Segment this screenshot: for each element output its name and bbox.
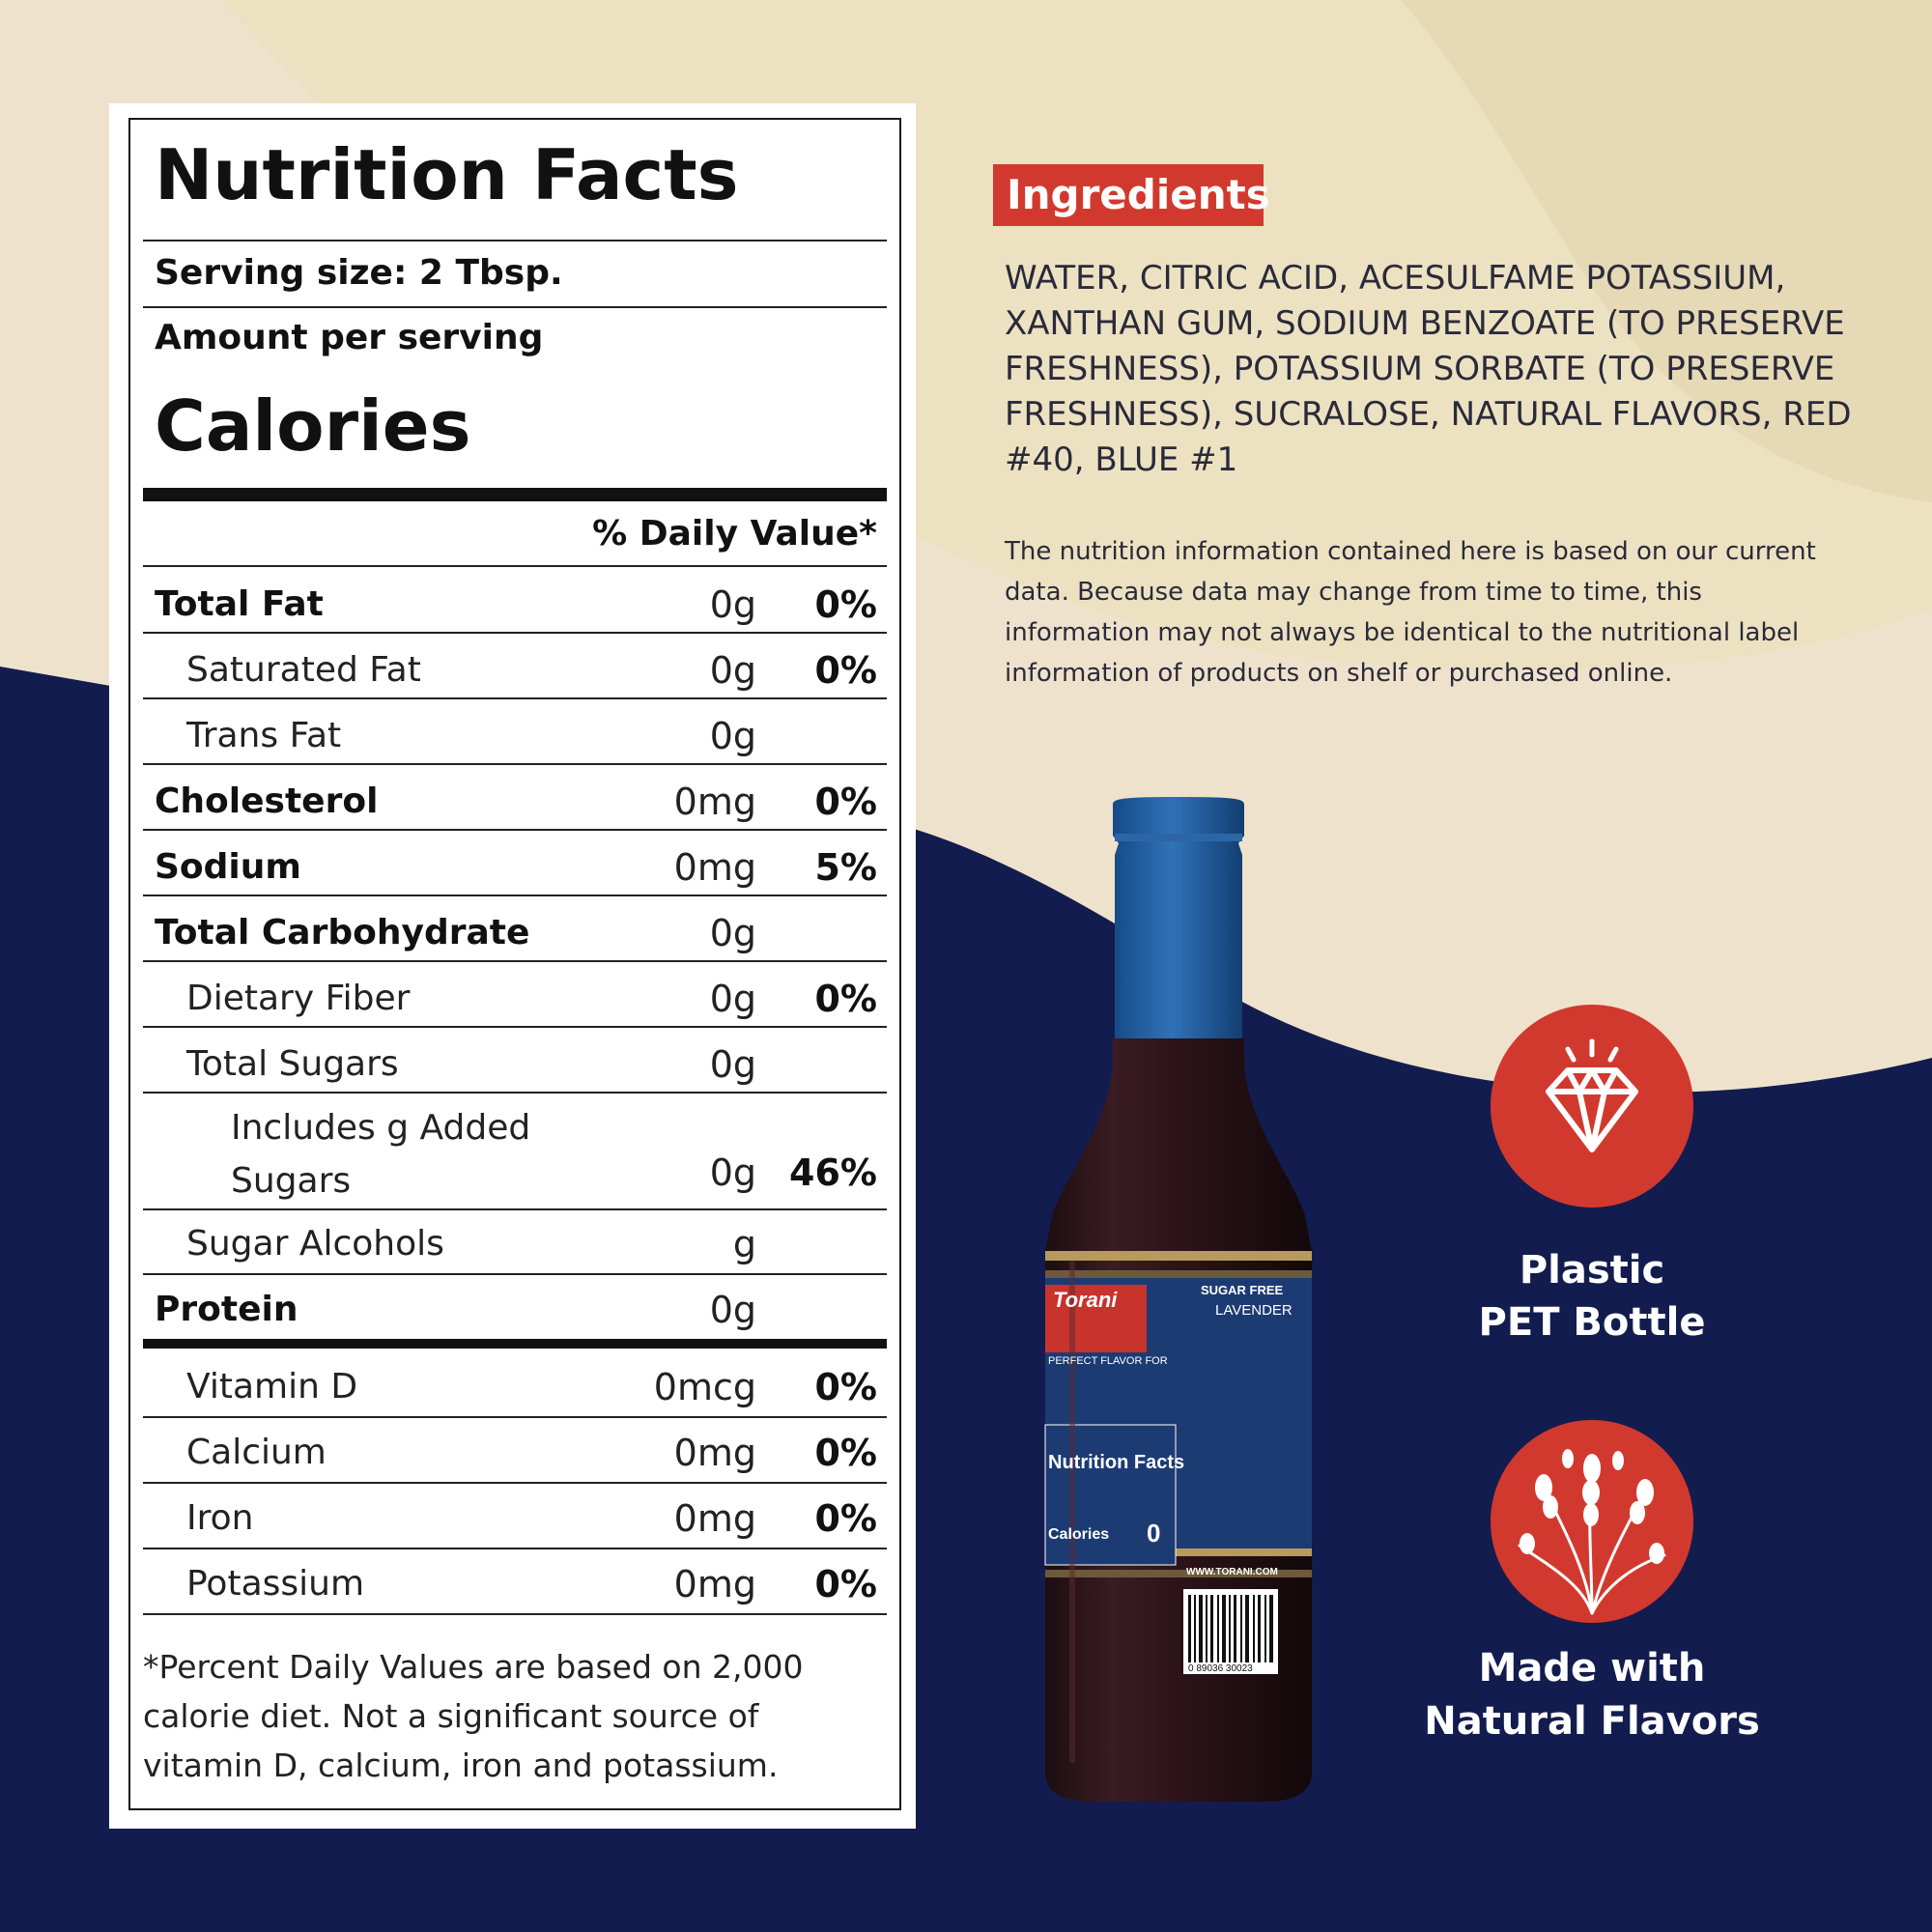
nutrient-amount: 0mg xyxy=(673,1432,756,1474)
nutrient-percent: 0% xyxy=(814,1563,877,1605)
nutrient-label: Vitamin D xyxy=(186,1367,358,1406)
nutrient-amount: g xyxy=(732,1223,756,1265)
nutrient-amount: 0g xyxy=(709,912,756,954)
nutrient-percent: 0% xyxy=(814,1432,877,1474)
feature-label-line1: Plastic xyxy=(1519,1248,1665,1293)
divider xyxy=(143,1613,887,1615)
nutrient-amount: 0mg xyxy=(673,1563,756,1605)
divider xyxy=(143,1026,887,1028)
nutrient-amount: 0mg xyxy=(673,781,756,823)
nutrient-percent: 0% xyxy=(814,781,877,823)
nutrient-percent: 0% xyxy=(814,649,877,692)
barcode-lines xyxy=(1183,1589,1278,1674)
nutrient-amount: 0g xyxy=(709,1043,756,1086)
nutrient-label: Total Sugars xyxy=(186,1044,399,1084)
nutrient-label: Total Fat xyxy=(155,584,324,624)
nutrient-label: Total Carbohydrate xyxy=(155,913,530,952)
divider xyxy=(143,1482,887,1484)
nutrition-disclaimer: The nutrition information contained here… xyxy=(1005,537,1816,688)
nutrient-percent: 0% xyxy=(814,1497,877,1540)
bottle-sugar-free: SUGAR FREE xyxy=(1201,1283,1284,1297)
nutrient-percent: 0% xyxy=(814,1366,877,1408)
nutrient-label: Dietary Fiber xyxy=(186,979,411,1018)
divider xyxy=(143,1092,887,1094)
nutrient-amount: 0g xyxy=(709,583,756,626)
nutrient-amount: 0g xyxy=(709,1151,756,1194)
nutrient-percent: 0% xyxy=(814,583,877,626)
divider xyxy=(143,763,887,765)
divider xyxy=(143,960,887,962)
divider xyxy=(143,1273,887,1275)
divider xyxy=(143,240,887,242)
nutrient-label: Calcium xyxy=(186,1433,327,1472)
divider xyxy=(143,306,887,308)
nutrient-percent: 46% xyxy=(789,1151,877,1194)
nutrient-label: Sodium xyxy=(155,847,301,887)
bottle-cap xyxy=(1113,797,1244,1038)
nutrient-label: Sugar Alcohols xyxy=(186,1224,444,1264)
syrup-bottle xyxy=(1044,797,1312,1802)
bottle-label-calories: Calories xyxy=(1048,1526,1110,1543)
nutrient-label: Protein xyxy=(155,1290,298,1329)
amount-per-serving: Amount per serving xyxy=(155,318,544,357)
calories-label: Calories xyxy=(155,385,471,467)
nutrient-label: Includes g Added Sugars xyxy=(231,1108,531,1201)
feature-label-line2: Natural Flavors xyxy=(1424,1699,1760,1744)
bottle-label-nutrition-title: Nutrition Facts xyxy=(1048,1452,1185,1473)
nutrient-amount: 0g xyxy=(709,649,756,692)
divider xyxy=(143,1208,887,1210)
divider xyxy=(143,697,887,699)
bottle-label-calories-value: 0 xyxy=(1147,1519,1161,1548)
nutrient-label: Cholesterol xyxy=(155,781,379,821)
ingredients-heading: Ingredients xyxy=(1007,171,1270,218)
feature-label-line2: PET Bottle xyxy=(1478,1300,1706,1345)
divider xyxy=(143,1548,887,1549)
nutrient-amount: 0g xyxy=(709,715,756,757)
nutrient-label: Saturated Fat xyxy=(186,650,421,690)
ingredients-list: WATER, CITRIC ACID, ACESULFAME POTASSIUM… xyxy=(1005,259,1852,479)
bottle-brand: Torani xyxy=(1053,1288,1118,1312)
serving-size: Serving size: 2 Tbsp. xyxy=(155,253,563,293)
nutrition-facts-title: Nutrition Facts xyxy=(155,134,739,215)
divider xyxy=(143,632,887,634)
nutrient-percent: 5% xyxy=(814,846,877,889)
nutrient-amount: 0g xyxy=(709,978,756,1020)
divider xyxy=(143,895,887,896)
thick-divider xyxy=(143,488,887,501)
feature-circle-natural xyxy=(1491,1420,1693,1623)
thick-divider xyxy=(143,1339,887,1349)
bottle-perfect-for: PERFECT FLAVOR FOR xyxy=(1048,1355,1168,1367)
lavender-icon xyxy=(1518,1449,1666,1615)
divider xyxy=(143,1416,887,1418)
nutrient-amount: 0mcg xyxy=(653,1366,756,1408)
nutrient-label: Iron xyxy=(186,1498,254,1538)
ingredients-badge xyxy=(993,164,1264,226)
diamond-icon xyxy=(1546,1038,1638,1152)
bg-right-wave xyxy=(1401,0,1932,502)
bottle-website: WWW.TORANI.COM xyxy=(1186,1567,1278,1577)
daily-value-header: % Daily Value* xyxy=(592,514,877,554)
feature-circle-pet xyxy=(1491,1005,1693,1208)
nutrient-label: Trans Fat xyxy=(186,716,342,755)
feature-label-line1: Made with xyxy=(1478,1646,1706,1690)
nutrition-facts-border xyxy=(128,118,901,1810)
divider xyxy=(143,565,887,567)
divider xyxy=(143,829,887,831)
nutrient-amount: 0mg xyxy=(673,1497,756,1540)
nutrient-percent: 0% xyxy=(814,978,877,1020)
nutrient-amount: 0mg xyxy=(673,846,756,889)
nutrient-amount: 0g xyxy=(709,1289,756,1331)
nutrient-label: Potassium xyxy=(186,1564,365,1604)
daily-value-footnote: *Percent Daily Values are based on 2,000… xyxy=(143,1648,804,1784)
bottle-barcode-number: 0 89036 30023 xyxy=(1188,1663,1253,1674)
bottle-flavor: LAVENDER xyxy=(1215,1302,1293,1319)
